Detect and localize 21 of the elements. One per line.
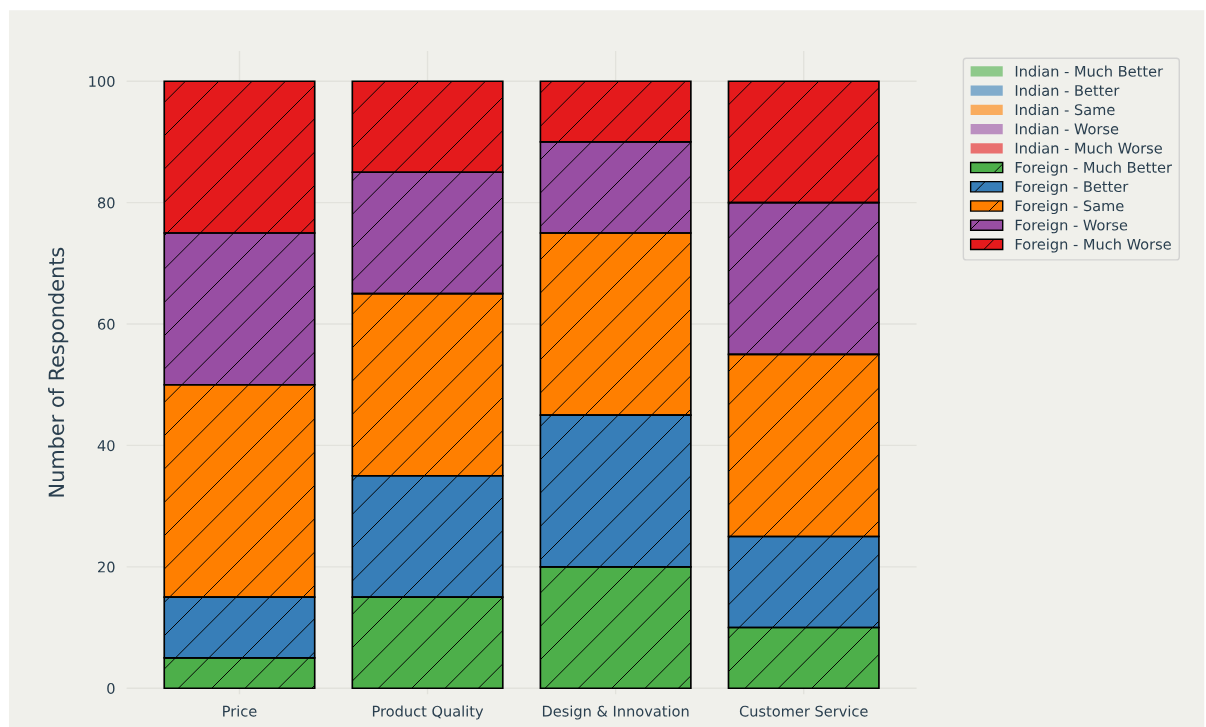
y-tick-label: 100 bbox=[89, 75, 115, 87]
legend-label: Indian - Worse bbox=[1015, 123, 1119, 135]
legend-label: Indian - Much Worse bbox=[1015, 142, 1162, 154]
legend-label: Foreign - Worse bbox=[1015, 219, 1128, 234]
legend-label: Foreign - Better bbox=[1015, 180, 1129, 195]
y-tick-label: 0 bbox=[107, 682, 115, 694]
x-tick-label: Customer Service bbox=[739, 705, 868, 717]
legend-label: Indian - Same bbox=[1015, 103, 1115, 116]
legend-label: Indian - Much Better bbox=[1015, 65, 1164, 77]
x-tick-label: Price bbox=[223, 705, 257, 717]
y-axis-title: Number of Respondents bbox=[48, 247, 69, 497]
y-tick-label: 80 bbox=[97, 197, 115, 209]
y-tick-label: 60 bbox=[97, 318, 115, 330]
legend-label: Foreign - Much Worse bbox=[1015, 238, 1171, 253]
y-tick-label: 40 bbox=[97, 440, 115, 452]
legend-label: Foreign - Much Better bbox=[1015, 161, 1172, 176]
legend-label: Foreign - Same bbox=[1015, 200, 1124, 215]
y-tick-label: 20 bbox=[98, 561, 115, 573]
x-tick-label: Product Quality bbox=[372, 705, 484, 720]
legend-label: Indian - Better bbox=[1015, 84, 1120, 96]
x-tick-label: Design & Innovation bbox=[542, 705, 689, 720]
